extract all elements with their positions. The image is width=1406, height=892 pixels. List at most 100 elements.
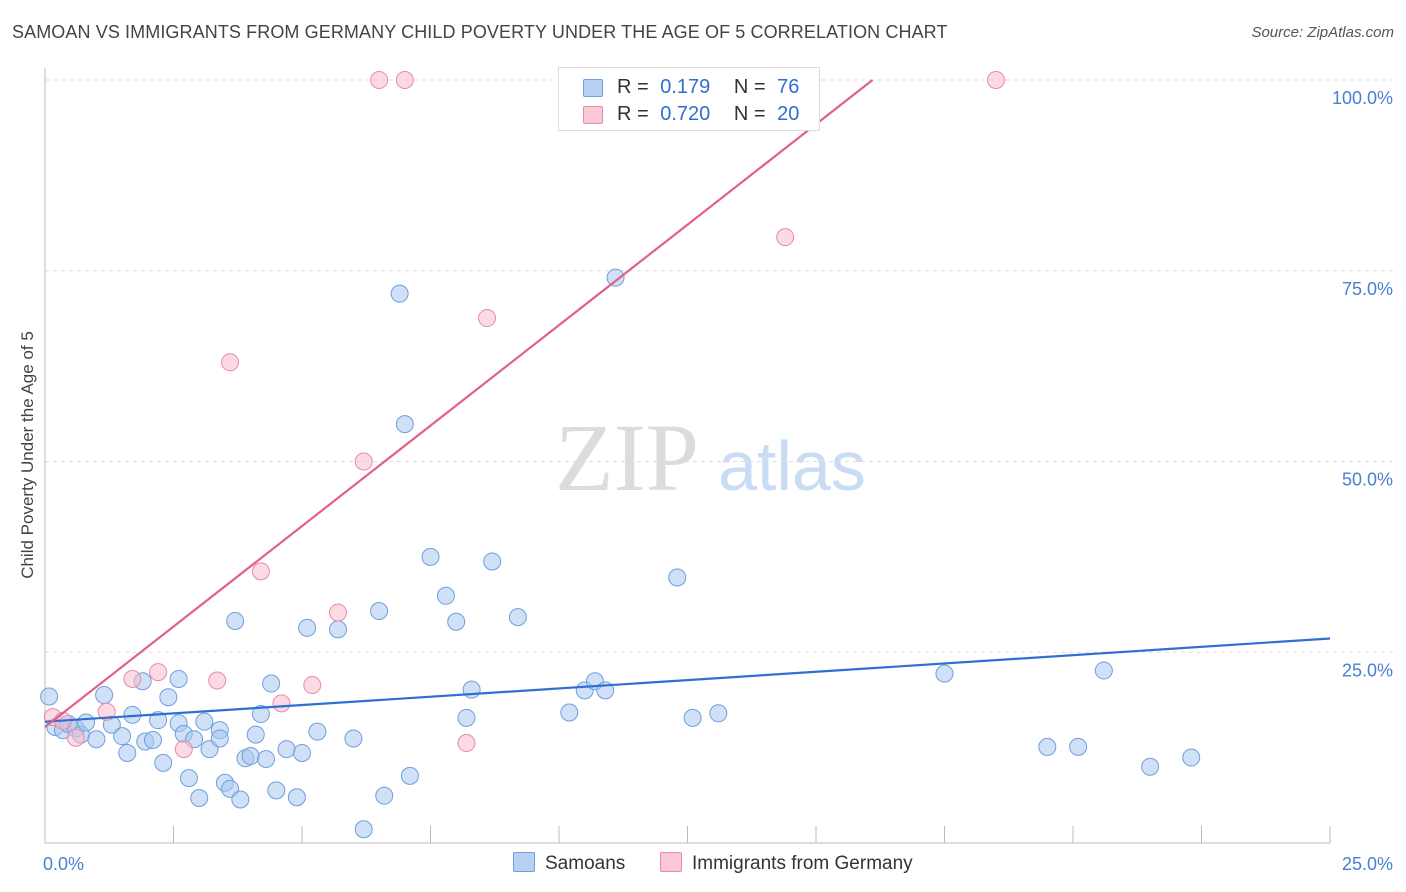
germany-point <box>123 669 142 688</box>
x-tick-label: 25.0% <box>1342 854 1393 874</box>
r-label: R = <box>617 103 649 125</box>
germany-point <box>174 740 193 759</box>
n-label: N = <box>733 103 766 125</box>
germany-point <box>149 663 168 682</box>
samoans-point <box>118 743 137 762</box>
samoans-point <box>257 750 276 769</box>
germany-point <box>395 71 414 89</box>
samoans-point <box>683 708 702 727</box>
legend-item-samoans: Samoans <box>513 852 625 875</box>
samoans-point <box>328 620 347 639</box>
germany-point <box>370 71 389 89</box>
samoans-point <box>606 268 625 287</box>
samoans-square-icon <box>513 852 535 872</box>
samoans-point <box>246 725 265 744</box>
germany-point <box>776 228 795 247</box>
samoans-point <box>95 685 114 704</box>
samoans-point <box>298 618 317 637</box>
legend-label-samoans: Samoans <box>545 853 626 874</box>
germany-point <box>328 603 347 622</box>
samoans-point <box>77 713 96 732</box>
legend-item-germany: Immigrants from Germany <box>660 852 913 875</box>
source-label: Source: ZipAtlas.com <box>1251 24 1394 41</box>
samoans-point <box>390 284 409 303</box>
samoans-point <box>400 766 419 785</box>
samoans-point <box>179 769 198 788</box>
watermark-zip: ZIP <box>555 404 699 511</box>
samoans-point <box>308 722 327 741</box>
samoans-swatch-icon <box>583 79 603 97</box>
n-label: N = <box>733 76 766 98</box>
samoans-point <box>226 611 245 630</box>
germany-trend-line <box>44 79 874 728</box>
n-value: 20 <box>777 103 800 125</box>
samoans-point <box>1182 748 1201 767</box>
y-tick-label: 25.0% <box>1342 660 1393 680</box>
samoans-point <box>1038 737 1057 756</box>
samoans-point <box>560 703 579 722</box>
r-value: 0.179 <box>660 76 711 98</box>
x-tick-label: 0.0% <box>43 854 84 874</box>
samoans-point <box>375 786 394 805</box>
samoans-point <box>421 547 440 566</box>
samoans-point <box>293 743 311 762</box>
samoans-point <box>287 788 306 807</box>
samoans-point <box>231 790 250 809</box>
y-tick-label: 75.0% <box>1342 279 1393 299</box>
samoans-point <box>143 730 162 749</box>
legend-label-germany: Immigrants from Germany <box>692 853 913 874</box>
r-value: 0.720 <box>660 103 711 125</box>
samoans-point <box>709 704 728 723</box>
samoans-point <box>344 729 363 748</box>
samoans-point <box>483 552 502 571</box>
samoans-point <box>87 730 106 749</box>
samoans-trend-line <box>44 637 1331 723</box>
samoans-point <box>40 687 59 706</box>
samoans-point <box>668 568 687 587</box>
germany-point <box>478 309 497 328</box>
samoans-point <box>210 729 229 748</box>
samoans-point <box>1069 737 1088 756</box>
samoans-point <box>1141 757 1160 776</box>
y-tick-label: 50.0% <box>1342 470 1393 490</box>
germany-point <box>272 694 291 713</box>
germany-swatch-icon <box>583 106 603 124</box>
samoans-point <box>169 669 188 688</box>
chart-title: SAMOAN VS IMMIGRANTS FROM GERMANY CHILD … <box>12 22 948 42</box>
samoans-point <box>149 711 168 730</box>
samoans-point <box>241 747 260 766</box>
germany-point <box>303 676 322 695</box>
samoans-point <box>447 612 466 631</box>
samoans-point <box>457 708 476 727</box>
samoans-point <box>190 788 209 807</box>
legend-row-samoans: R = 0.179 N = 76 <box>583 76 800 99</box>
samoans-point <box>195 712 214 731</box>
germany-point <box>97 702 116 721</box>
r-label: R = <box>617 76 649 98</box>
samoans-point <box>508 608 527 627</box>
germany-point <box>221 353 240 372</box>
germany-point <box>66 728 85 747</box>
watermark-atlas: atlas <box>718 427 866 505</box>
samoans-point <box>113 727 132 746</box>
samoans-point <box>277 740 296 759</box>
samoans-point <box>251 705 270 724</box>
samoans-point <box>462 680 481 699</box>
samoans-point <box>935 664 954 683</box>
n-value: 76 <box>777 76 800 98</box>
samoans-point <box>354 820 373 839</box>
germany-square-icon <box>660 852 682 872</box>
samoans-point <box>159 688 178 707</box>
samoans-point <box>262 674 281 693</box>
germany-point <box>208 671 227 690</box>
samoans-point <box>436 586 455 605</box>
germany-point <box>457 734 476 753</box>
y-tick-label: 100.0% <box>1332 88 1393 108</box>
germany-point <box>354 452 373 471</box>
germany-point <box>251 562 270 581</box>
samoans-point <box>370 602 389 621</box>
legend-row-germany: R = 0.720 N = 20 <box>583 103 800 126</box>
samoans-point <box>1094 661 1113 680</box>
germany-point <box>986 71 1005 89</box>
